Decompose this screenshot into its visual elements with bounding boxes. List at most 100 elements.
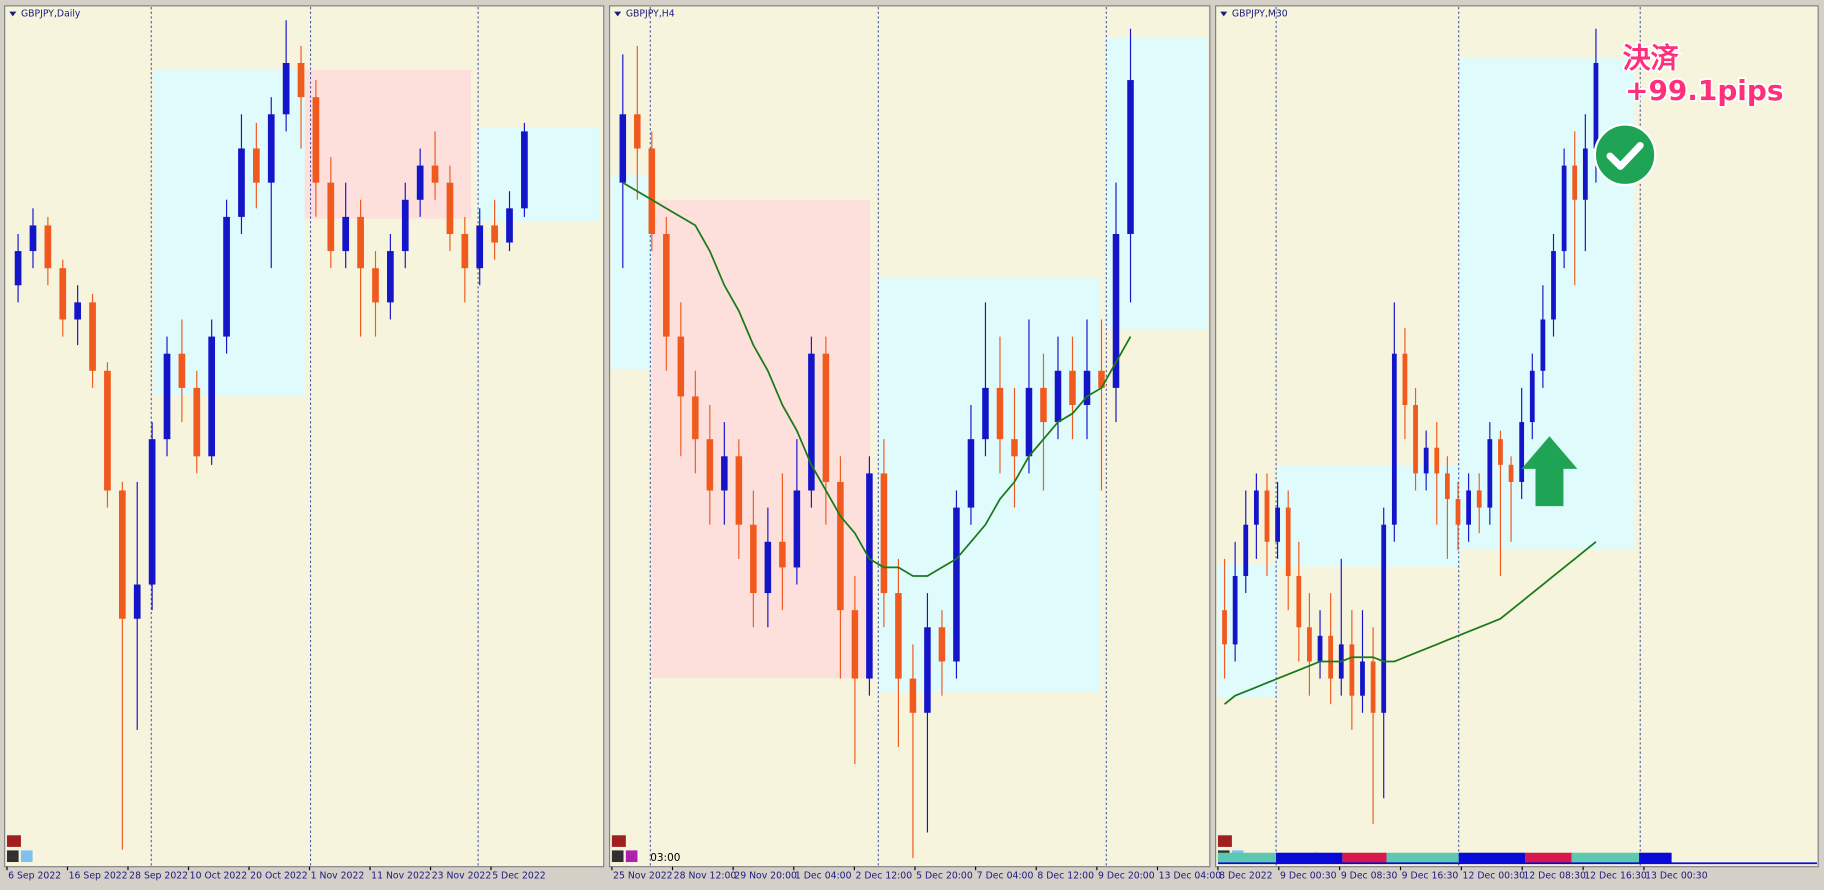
- session-bar: [1525, 852, 1572, 864]
- candle-body: [342, 216, 350, 252]
- candle-body: [431, 165, 439, 183]
- candle-body: [29, 225, 37, 252]
- x-tick-label: 28 Nov 12:00: [674, 870, 737, 881]
- session-bar: [1276, 852, 1343, 864]
- x-tick-label: 6 Sep 2022: [8, 870, 61, 881]
- annotation-line1: 決済: [1623, 42, 1680, 75]
- candle-body: [1391, 353, 1397, 525]
- candle-body: [312, 97, 320, 183]
- zone: [1105, 37, 1208, 330]
- candle-body: [1317, 635, 1323, 662]
- x-tick-label: 1 Dec 04:00: [795, 870, 852, 881]
- candle-body: [1582, 148, 1588, 200]
- candle-body: [837, 481, 844, 611]
- x-tick-label: 9 Dec 08:30: [1341, 870, 1398, 881]
- check-icon: [1593, 123, 1657, 187]
- candle-body: [1222, 610, 1227, 645]
- x-tick-label: 12 Dec 00:30: [1463, 870, 1526, 881]
- session-bar: [1458, 852, 1526, 864]
- candle-body: [779, 541, 786, 568]
- candle-body: [1508, 464, 1514, 482]
- candle-body: [1011, 439, 1018, 457]
- candle-body: [1349, 644, 1355, 696]
- x-tick-label: 11 Nov 2022: [371, 870, 431, 881]
- x-tick-label: 8 Dec 12:00: [1037, 870, 1094, 881]
- candle-body: [297, 62, 305, 98]
- toolbar-icon: [611, 850, 624, 863]
- candle-body: [327, 182, 335, 252]
- candle-body: [416, 165, 424, 200]
- candle-body: [193, 387, 201, 457]
- candle-body: [1498, 439, 1503, 465]
- candle-body: [1069, 370, 1076, 405]
- candle-body: [880, 473, 888, 594]
- candle-body: [1083, 370, 1091, 405]
- candle-body: [634, 114, 641, 149]
- candle-body: [677, 336, 685, 397]
- candle-body: [1540, 319, 1546, 371]
- x-tick-label: 9 Dec 16:30: [1402, 870, 1459, 881]
- candle-body: [1402, 353, 1408, 405]
- candle-body: [1285, 507, 1291, 576]
- x-tick-label: 13 Dec 00:30: [1645, 870, 1708, 881]
- candle-body: [253, 148, 260, 183]
- candle-body: [764, 541, 772, 594]
- check-mark: [1606, 141, 1644, 170]
- candle-body: [692, 396, 699, 440]
- candle-body: [1476, 490, 1482, 508]
- candle-body: [967, 439, 975, 508]
- candle-body: [223, 216, 230, 337]
- candle-body: [1296, 575, 1302, 628]
- candle-body: [163, 353, 171, 440]
- candle-body: [1054, 370, 1062, 423]
- candle-body: [750, 524, 757, 594]
- x-tick-label: 5 Dec 20:00: [916, 870, 973, 881]
- candle-body: [133, 584, 141, 619]
- annotation-line2: +99.1pips: [1625, 74, 1783, 107]
- x-tick-label: 10 Oct 2022: [190, 870, 247, 881]
- candle-body: [401, 199, 409, 252]
- candle-body: [735, 456, 743, 525]
- candle-body: [1572, 165, 1578, 200]
- candle-body: [14, 251, 22, 286]
- candle-body: [461, 233, 469, 269]
- candle-body: [1466, 490, 1471, 525]
- cursor-time: 03:00: [650, 852, 680, 864]
- candle-body: [118, 490, 126, 619]
- x-tick-label: 2 Dec 12:00: [856, 870, 913, 881]
- x-tick-label: 5 Dec 2022: [492, 870, 545, 881]
- candle-body: [1098, 370, 1105, 388]
- toolbar-icon: [625, 850, 638, 863]
- candle-body: [721, 456, 728, 491]
- candle-body: [938, 627, 946, 662]
- candle-body: [1243, 524, 1249, 576]
- candle-body: [822, 353, 830, 482]
- candle-body: [1455, 499, 1461, 525]
- candle-body: [895, 593, 902, 679]
- candle-body: [1561, 165, 1567, 252]
- candle-body: [1264, 490, 1270, 542]
- candle-body: [1025, 387, 1033, 457]
- candle-body: [706, 439, 714, 491]
- x-tick-label: 16 Sep 2022: [69, 870, 128, 881]
- candle-body: [521, 131, 528, 209]
- candle-body: [178, 353, 186, 388]
- candle-body: [491, 225, 498, 243]
- title-arrow: [1220, 11, 1228, 17]
- candle-body: [74, 302, 82, 320]
- candle-body: [104, 370, 111, 491]
- moving-average: [622, 181, 1132, 577]
- x-tick-label: 8 Dec 2022: [1219, 870, 1272, 881]
- title-arrow: [9, 11, 17, 17]
- candle-body: [282, 62, 290, 115]
- x-tick-label: 1 Nov 2022: [311, 870, 365, 881]
- x-tick-label: 23 Nov 2022: [432, 870, 492, 881]
- candle-body: [89, 302, 96, 371]
- zone: [878, 276, 1100, 693]
- candle-body: [1360, 661, 1365, 696]
- candle-body: [953, 507, 960, 662]
- candle-body: [909, 678, 917, 713]
- x-tick-label: 20 Oct 2022: [250, 870, 307, 881]
- candle-body: [1413, 404, 1418, 474]
